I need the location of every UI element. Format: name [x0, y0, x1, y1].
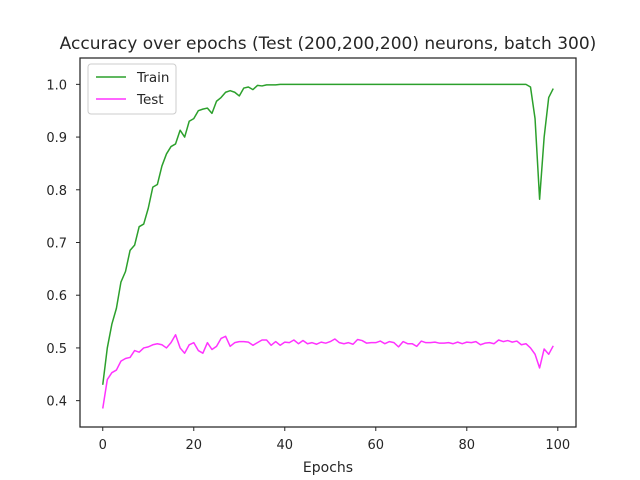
x-axis-label: Epochs	[303, 460, 353, 476]
x-tick-label: 40	[276, 438, 293, 453]
x-tick-label: 20	[185, 438, 202, 453]
chart-title: Accuracy over epochs (Test (200,200,200)…	[60, 34, 597, 54]
y-tick-label: 0.8	[46, 184, 67, 199]
series-lines	[102, 83, 554, 409]
legend-label-train: Train	[136, 70, 169, 86]
y-tick-label: 0.6	[46, 289, 67, 304]
y-tick-label: 0.4	[46, 395, 67, 410]
x-tick-label: 100	[545, 438, 570, 453]
x-tick-label: 60	[368, 438, 385, 453]
legend-label-test: Test	[136, 92, 164, 108]
y-tick-label: 0.7	[46, 237, 67, 252]
y-tick-label: 0.9	[46, 131, 67, 146]
y-tick-label: 0.5	[46, 342, 67, 357]
y-axis-ticks: 0.4 0.5 0.6 0.7 0.8 0.9 1.0	[46, 78, 80, 410]
series-line-test	[102, 334, 554, 409]
y-tick-label: 1.0	[46, 78, 67, 93]
x-tick-label: 80	[459, 438, 476, 453]
plot-frame	[79, 57, 577, 428]
legend: Train Test	[87, 63, 177, 115]
x-tick-label: 0	[99, 438, 107, 453]
x-axis-ticks: 0 20 40 60 80 100	[99, 427, 570, 453]
series-line-train	[102, 83, 554, 385]
